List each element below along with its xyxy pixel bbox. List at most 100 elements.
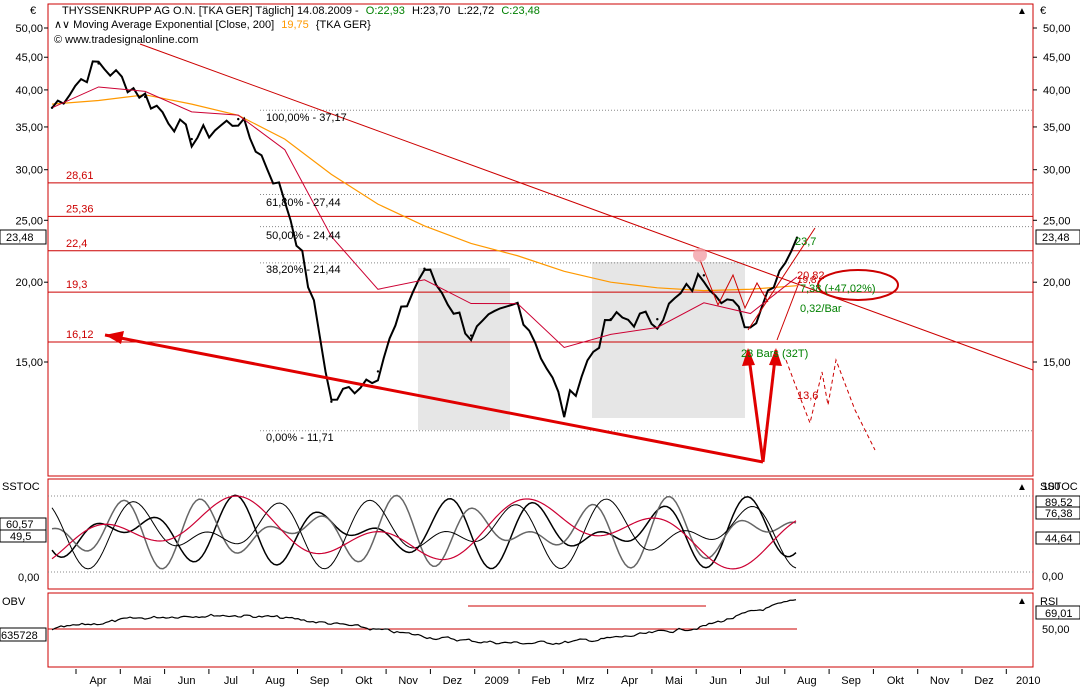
price-point [97,62,100,65]
time-tick-label: Jul [224,675,238,687]
price-tick-label-left: 50,00 [15,23,43,35]
horizontal-levels: 28,61 25,36 22,4 19,3 16,12 [48,170,1033,343]
ema200-line [51,94,798,292]
sstoc-left-badge-b: 49,5 [0,529,47,543]
ema-label: Moving Average Exponential [Close, 200] [73,19,274,31]
scroll-up-icon[interactable]: ▲ [1017,6,1027,17]
time-axis: Apr Mai Jun Jul Aug Sep Okt Nov Dez 2009 Feb Mrz Apr… [75,669,1041,687]
time-tick-label: Apr [89,675,106,687]
slope-label: 0,32/Bar [800,303,842,315]
time-tick-label: 2009 [484,675,508,687]
time-tick-label: Dez [974,675,994,687]
price-tick-label-left: 20,00 [15,277,43,289]
arrow-up-right [761,349,778,463]
sstoc-line [51,498,797,570]
pivot-marker [693,248,707,262]
fib-100: 100,00% - 37,17 [266,112,347,124]
price-tick-label-right: 20,00 [1043,277,1071,289]
price-point [237,117,240,121]
level-label: 16,12 [66,329,94,341]
sstoc-right-c: 44,64 [1045,533,1073,545]
price-panel-frame [47,3,1034,477]
price-point [330,400,333,403]
header-close: C:23,48 [501,5,540,17]
fib-382: 38,20% - 21,44 [266,264,341,276]
time-tick-label: Sep [841,675,861,687]
obv-title: OBV [2,596,26,608]
projection-low-label: 13,6 [797,390,818,402]
bars-label: 23 Bars (32T) [741,348,808,360]
target-high-label: 23,7 [795,236,816,248]
price-tick-label-right: 40,00 [1043,85,1071,97]
sstoc-title-right: SSTOC [1040,481,1078,493]
header-line1: THYSSENKRUPP AG O.N. [TKA GER] Täglich] … [62,5,540,17]
price-tick-label-right: 45,00 [1043,52,1071,64]
header-open: O:22,93 [366,5,405,17]
sstoc-right-0: 0,00 [1042,571,1063,583]
move-label: 7,38 (+47,02%) [800,283,876,295]
sstoc-right-100: 100 [1042,481,1060,493]
fib-0: 0,00% - 11,71 [266,432,334,444]
ema-value: 19,75 [281,19,309,31]
ema-icon: ∧∨ [54,19,70,31]
time-tick-label: Aug [797,675,817,687]
level-label: 28,61 [66,170,94,182]
highlight-ellipse [817,269,899,301]
time-tick-label: Apr [621,675,638,687]
dashed-projection [785,358,876,451]
price-tick-label-left: 40,00 [15,85,43,97]
price-point [469,334,473,337]
fib-618: 61,80% - 27,44 [266,197,341,209]
price-point [50,106,54,110]
trendlines [104,43,1034,464]
sstoc-title-left: SSTOC [2,481,40,493]
scroll-up-icon-obv[interactable]: ▲ [1017,596,1027,607]
arrow-head-up-left [742,348,755,366]
sstoc-panel [48,494,1033,573]
price-tick-label-right: 15,00 [1043,357,1071,369]
header-low: L:22,72 [458,5,495,17]
sstoc-left-c: 0,00 [18,572,39,584]
price-point [609,318,612,321]
currency-right: € [1040,5,1046,17]
time-tick-label: Mai [665,675,683,687]
ema-fast-line [51,86,798,349]
time-tick-label: Jun [178,675,196,687]
time-tick-label: Nov [398,675,418,687]
arrow-head-left [105,331,124,344]
obv-line [51,599,797,646]
current-price-left: 23,48 [6,232,34,244]
time-tick-label: Feb [532,675,551,687]
ema-tail: {TKA GER} [316,19,371,31]
target-a-label: 20,82 [797,270,825,282]
sstoc-right-badge-c: 44,64 [1035,531,1080,545]
time-tick-label: Dez [443,675,463,687]
rsi-right-value: 69,01 [1045,608,1073,620]
level-label: 22,4 [66,238,87,250]
rsi-right-badge: 69,01 [1035,605,1080,620]
price-point [516,302,519,306]
price-axis: 50,00 50,00 45,00 45,00 40,00 40,00 35,00 35,00… [15,23,1070,369]
level-label: 19,3 [66,279,87,291]
sstoc-right-badge-b: 76,38 [1035,506,1080,520]
price-point [656,318,659,321]
price-tick-label-right: 25,00 [1043,215,1071,227]
price-tick-label-left: 15,00 [15,357,43,369]
sstoc-left-b: 49,5 [10,531,31,543]
time-tick-label: 2010 [1016,675,1040,687]
rsi-right-50: 50,00 [1042,624,1070,636]
header-line2: ∧∨ Moving Average Exponential [Close, 20… [54,19,371,31]
time-tick-label: Aug [265,675,285,687]
current-price-badge-right: 23,48 [1035,229,1080,245]
price-tick-label-left: 30,00 [15,165,43,177]
price-point [376,370,380,373]
current-price-badge-left: 23,48 [0,229,47,245]
price-tick-label-left: 45,00 [15,52,43,64]
obv-panel [48,599,797,646]
scroll-up-icon-sstoc[interactable]: ▲ [1017,482,1027,493]
time-tick-label: Okt [887,675,904,687]
header-high: H:23,70 [412,5,451,17]
price-point [795,236,799,239]
currency-left: € [30,5,36,17]
